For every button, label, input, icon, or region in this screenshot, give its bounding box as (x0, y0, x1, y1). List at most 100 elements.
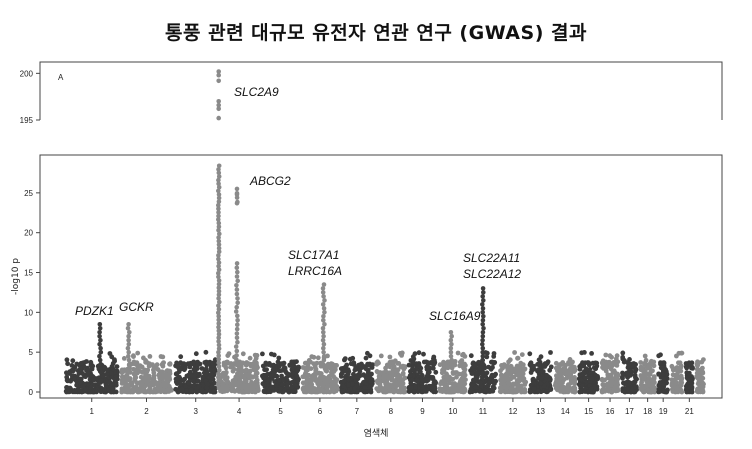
snp-point (671, 381, 676, 387)
peak-point (449, 333, 455, 339)
snp-point (202, 360, 208, 365)
snp-point (81, 364, 87, 369)
snp-point (152, 388, 158, 394)
snp-point (188, 360, 194, 366)
peak-point (216, 188, 221, 194)
snp-point (408, 385, 414, 391)
peak-point (321, 349, 326, 355)
snp-point (175, 375, 181, 381)
snp-point (556, 364, 562, 369)
snp-point (119, 367, 125, 373)
snp-point (65, 378, 71, 384)
snp-point (306, 372, 311, 378)
peak-point (98, 361, 103, 367)
snp-point (363, 355, 369, 361)
peak-point (481, 290, 486, 295)
snp-point (316, 370, 322, 376)
x-tick-label: 3 (193, 407, 198, 416)
snp-point (333, 367, 338, 372)
snp-point (239, 367, 245, 373)
peak-point (216, 317, 221, 323)
snp-point (72, 376, 77, 381)
snp-point (468, 353, 474, 359)
x-tick-label: 1 (90, 407, 95, 416)
snp-point (102, 387, 107, 392)
peak-point (216, 245, 222, 251)
snp-point (498, 388, 504, 393)
snp-point (445, 386, 451, 392)
snp-point (614, 385, 620, 390)
snp-point (344, 362, 350, 368)
snp-point (444, 371, 449, 377)
snp-point (684, 389, 690, 395)
peak-point (216, 181, 221, 186)
snp-point (433, 369, 439, 375)
snp-point (167, 368, 173, 374)
snp-point (698, 389, 703, 395)
peak-point (216, 281, 222, 287)
snp-point (563, 371, 569, 377)
peak-point (216, 324, 221, 330)
peak-point (481, 314, 486, 319)
snp-point (505, 363, 510, 369)
peak-point (320, 302, 326, 307)
x-tick-label: 9 (420, 407, 425, 416)
snp-point (270, 384, 275, 390)
snp-point (203, 349, 209, 355)
snp-point (145, 382, 151, 388)
snp-point (427, 365, 433, 371)
snp-point (687, 384, 693, 390)
peak-point (216, 238, 222, 244)
snp-point (232, 388, 238, 394)
snp-point (279, 368, 284, 373)
snp-point (220, 382, 226, 388)
peak-label: PDZK1 (75, 304, 114, 318)
peak-label: SLC16A9 (429, 309, 481, 323)
peak-point (321, 357, 327, 363)
peak-label: SLC22A11 (463, 251, 520, 265)
peak-point (321, 353, 327, 359)
snp-point (303, 367, 309, 373)
snp-point (410, 360, 416, 365)
snp-point (544, 372, 549, 378)
snp-point (421, 359, 427, 365)
snp-point (294, 372, 299, 378)
snp-point (260, 351, 265, 357)
snp-point (184, 373, 190, 379)
snp-point (548, 350, 553, 355)
peak-point (216, 256, 221, 262)
snp-point (552, 382, 558, 388)
snp-point (642, 385, 647, 390)
snp-point (625, 386, 631, 392)
peak-point (322, 310, 327, 315)
snp-point (74, 382, 79, 388)
peak-point (216, 306, 222, 312)
snp-point (78, 361, 84, 366)
snp-point (678, 382, 684, 387)
snp-point (477, 388, 483, 394)
snp-point (651, 363, 657, 369)
snp-point (506, 359, 511, 365)
peak-point (235, 313, 240, 319)
snp-point (441, 359, 446, 365)
snp-point (272, 379, 278, 384)
peak-point (216, 235, 221, 240)
snp-point (83, 374, 88, 380)
snp-point (261, 389, 267, 395)
peak-point (480, 353, 486, 359)
snp-point (383, 365, 388, 371)
snp-point (188, 387, 194, 393)
peak-point (480, 330, 486, 335)
peak-point (480, 349, 486, 355)
snp-point (699, 376, 704, 381)
snp-point (557, 367, 562, 373)
snp-point (374, 378, 380, 384)
x-tick-label: 6 (318, 407, 323, 416)
peak-point (449, 341, 454, 347)
snp-point (620, 374, 625, 380)
peak-point (448, 353, 454, 359)
snp-point (661, 360, 667, 366)
snp-point (512, 350, 517, 355)
snp-point (462, 361, 467, 367)
snp-point (675, 386, 680, 391)
